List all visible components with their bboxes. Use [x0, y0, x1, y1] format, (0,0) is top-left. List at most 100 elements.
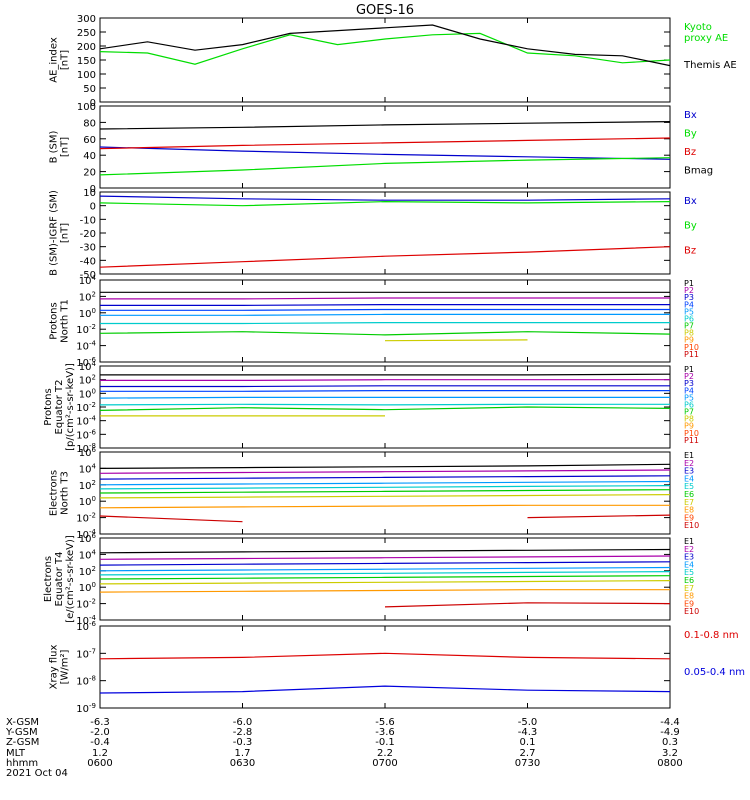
y-axis-label: Xray flux[W/m²]: [49, 645, 71, 690]
series-line-e4: [99, 566, 671, 572]
series-line-p4: [100, 390, 670, 392]
y-tick-label: 10: [83, 188, 96, 199]
y-tick-label: 10-4: [76, 415, 96, 428]
chart-title: GOES-16: [356, 3, 414, 18]
legend-label-e8: E8: [684, 592, 694, 601]
y-axis-label: ProtonsNorth T1: [49, 299, 71, 343]
legend-label-e2: E2: [684, 459, 694, 468]
x-axis-value: -3.6: [375, 727, 395, 738]
series-line-p6: [99, 403, 670, 406]
legend-label-p7: P7: [684, 322, 694, 331]
series-line-p5: [99, 396, 670, 399]
panel-1: 0 50 100 150 200 250 300 AE_index[nT] Kyoto proxy…: [49, 14, 737, 109]
x-axis-value: -4.4: [660, 717, 680, 728]
series-line-p2: [100, 379, 670, 381]
legend-label-themis-ae: Themis AE: [683, 60, 737, 71]
x-axis-value: -5.6: [375, 717, 395, 728]
y-tick-label: 10-2: [76, 323, 96, 336]
legend-label-e7: E7: [684, 498, 694, 507]
legend-label-e6: E6: [684, 490, 694, 499]
y-tick-label: 102: [79, 565, 96, 578]
legend-label-p10: P10: [684, 429, 699, 438]
y-tick-label: 102: [79, 479, 96, 492]
legend-label-p5: P5: [684, 393, 694, 402]
y-tick-label: 10-8: [76, 675, 96, 688]
series-line-e6: [99, 489, 671, 494]
y-tick-label: 106: [79, 446, 97, 459]
y-tick-label: 100: [79, 387, 96, 400]
x-axis-value: -0.3: [233, 737, 253, 748]
series-line-e6: [99, 575, 671, 580]
series-line-e10: [99, 515, 243, 523]
legend-label-p6: P6: [684, 400, 694, 409]
legend-label-bz: Bz: [684, 147, 696, 158]
legend-label-e3: E3: [684, 553, 694, 562]
x-axis-row-label: hhmm: [6, 758, 38, 769]
y-axis-label: ElectronsNorth T3: [49, 470, 71, 516]
panel-8: 10-6 10-7 10-8 10-9 Xray flux[W/m²] 0.1-0.8 n…: [49, 620, 746, 715]
x-axis-row-label: Z-GSM: [6, 737, 39, 748]
series-line-e4: [99, 480, 671, 486]
x-axis-value: 0.1: [520, 737, 536, 748]
x-axis-row-label: MLT: [6, 748, 26, 759]
y-tick-label: 100: [77, 102, 96, 113]
legend-label-p11: P11: [684, 350, 699, 359]
y-tick-label: 100: [79, 495, 96, 508]
x-axis-value: -4.9: [660, 727, 680, 738]
x-axis-value: -5.0: [518, 717, 538, 728]
panel-2: 0 20 40 60 80 100 B (SM)[nT] Bx By Bz Bmag: [49, 102, 714, 195]
legend-label-p4: P4: [684, 386, 694, 395]
y-tick-label: 10-6: [76, 620, 96, 633]
y-axis-label: B (SM)-IGRF (SM)[nT]: [49, 190, 71, 276]
series-line-e5: [99, 485, 671, 490]
x-axis-value: -0.1: [375, 737, 395, 748]
legend-label-p2: P2: [684, 372, 694, 381]
series-line-e7: [99, 494, 671, 499]
x-axis-value: 0700: [372, 758, 397, 769]
y-tick-label: 102: [79, 290, 96, 303]
legend-label-e7: E7: [684, 584, 694, 593]
x-axis-value: 0800: [657, 758, 682, 769]
series-line-e10: [527, 514, 671, 519]
y-tick-label: 0: [90, 202, 96, 213]
legend-label-p9: P9: [684, 422, 694, 431]
y-tick-label: 10-9: [76, 702, 96, 715]
series-line-bmag: [99, 121, 671, 130]
y-tick-label: 250: [77, 28, 96, 39]
legend-label-e5: E5: [684, 482, 694, 491]
panel-3: -50 -40 -30 -20 -10 0 10 B (SM)-IGRF (SM)[nT] Bx…: [49, 188, 697, 281]
y-tick-label: -50: [80, 270, 96, 281]
legend-label-p8: P8: [684, 329, 694, 338]
x-axis-value: 0630: [230, 758, 255, 769]
series-line-p6: [100, 322, 670, 325]
legend-label-p8: P8: [684, 415, 694, 424]
legend-label-bx: Bx: [684, 110, 697, 121]
x-axis-value: 2.2: [377, 748, 393, 759]
legend-label-e4: E4: [684, 560, 694, 569]
y-axis-label: B (SM)[nT]: [49, 130, 71, 163]
series-line-0-1-0-8-nm: [99, 652, 671, 660]
y-tick-label: 10-2: [76, 598, 96, 611]
y-tick-label: 40: [83, 151, 96, 162]
series-line-e10: [384, 602, 671, 608]
x-axis-value: 3.2: [662, 748, 678, 759]
y-tick-label: 10-2: [76, 512, 96, 525]
legend-label-p1: P1: [684, 365, 694, 374]
x-axis-row-label: Y-GSM: [5, 727, 38, 738]
series-line-p1: [100, 373, 671, 376]
legend-label-p6: P6: [684, 314, 694, 323]
y-tick-label: 50: [83, 84, 96, 95]
legend-label-e6: E6: [684, 576, 694, 585]
series-line-bx: [99, 195, 671, 201]
y-tick-label: 104: [79, 274, 97, 287]
y-tick-label: 10-6: [76, 428, 96, 441]
legend-label-p10: P10: [684, 343, 699, 352]
y-axis-label: ProtonsEquator T2[p/(cm²-s-sr-keV)]: [43, 363, 76, 451]
legend-label-p1: P1: [684, 279, 694, 288]
y-tick-label: 10-7: [76, 647, 96, 660]
series-line-p2: [100, 297, 670, 300]
legend-label-e1: E1: [684, 537, 694, 546]
legend-label-e4: E4: [684, 474, 694, 483]
